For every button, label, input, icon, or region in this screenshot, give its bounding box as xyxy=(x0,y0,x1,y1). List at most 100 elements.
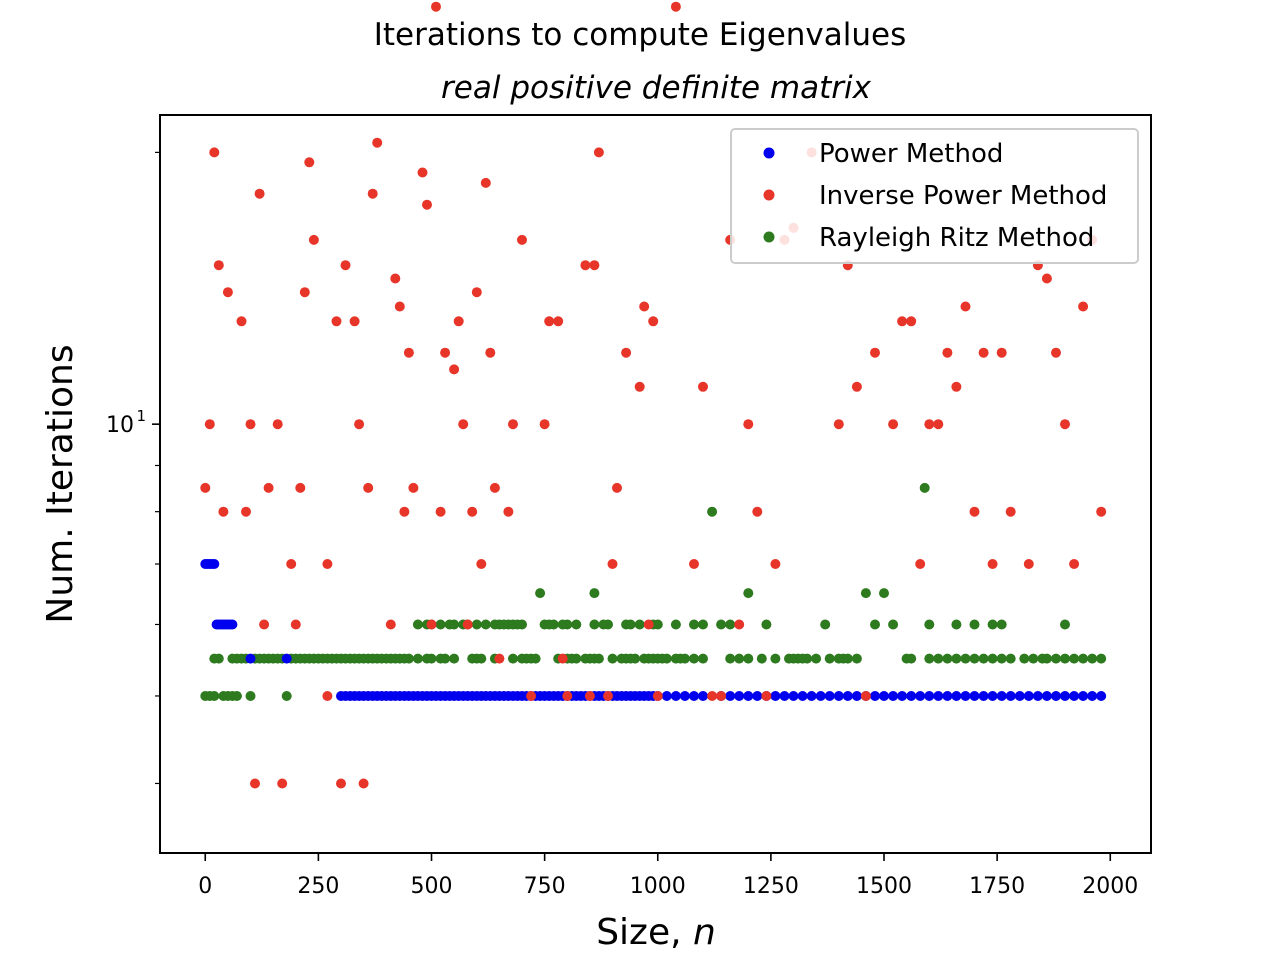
data-point xyxy=(1069,653,1080,664)
data-point xyxy=(833,419,844,430)
data-point xyxy=(725,653,736,664)
data-point xyxy=(770,653,781,664)
data-point xyxy=(589,260,600,271)
data-point xyxy=(1078,653,1089,664)
data-point xyxy=(734,691,745,701)
data-point xyxy=(725,691,736,701)
data-point xyxy=(277,778,288,789)
axis-ticks: 0 250 500 750 1000 1250 1500 1750 2000 10 1 xyxy=(106,151,1138,899)
data-point xyxy=(860,691,871,701)
data-point xyxy=(286,559,297,569)
legend-label-inverse-power-method: Inverse Power Method xyxy=(819,181,1107,211)
data-point xyxy=(363,482,374,493)
data-point xyxy=(802,653,813,664)
data-point xyxy=(494,653,505,664)
data-point xyxy=(1096,691,1107,701)
data-point xyxy=(539,419,550,430)
data-point xyxy=(218,506,229,517)
legend-marker-rayleigh-ritz-method xyxy=(763,231,775,243)
data-point xyxy=(417,167,428,178)
data-point xyxy=(394,301,405,312)
data-point xyxy=(670,619,681,630)
data-point xyxy=(960,653,971,664)
data-point xyxy=(915,559,926,569)
data-point xyxy=(716,691,727,701)
data-point xyxy=(634,619,645,630)
data-point xyxy=(770,691,781,701)
data-point xyxy=(756,653,767,664)
data-point xyxy=(408,482,419,493)
data-point xyxy=(915,691,926,701)
data-point xyxy=(571,619,582,630)
data-point xyxy=(978,347,989,358)
data-point xyxy=(1023,691,1034,701)
data-point xyxy=(996,691,1007,701)
legend-marker-inverse-power-method xyxy=(763,189,775,201)
plot-area-frame xyxy=(159,114,1152,854)
chart-title: Iterations to compute Eigenvalues xyxy=(374,17,907,53)
x-tick-label: 750 xyxy=(524,874,566,899)
data-point xyxy=(725,619,736,630)
data-point xyxy=(870,619,880,630)
data-point xyxy=(571,653,582,664)
data-point xyxy=(987,619,998,630)
data-point xyxy=(670,691,681,701)
data-point xyxy=(788,691,799,701)
data-point xyxy=(1041,691,1052,701)
data-point xyxy=(593,653,604,664)
data-point xyxy=(652,691,663,701)
data-point xyxy=(824,691,835,701)
data-point xyxy=(924,619,935,630)
data-point xyxy=(698,653,708,664)
data-point xyxy=(281,691,292,701)
data-point xyxy=(743,588,754,599)
data-point xyxy=(942,691,953,701)
data-point xyxy=(734,619,745,630)
data-point xyxy=(1041,273,1052,284)
data-point xyxy=(621,347,632,358)
data-point xyxy=(851,691,862,701)
data-point xyxy=(467,506,478,517)
data-point xyxy=(544,316,555,327)
data-point xyxy=(480,619,491,630)
data-point xyxy=(933,419,944,430)
data-point xyxy=(412,653,423,664)
data-point xyxy=(870,691,880,701)
data-point xyxy=(698,691,708,701)
data-point xyxy=(924,653,935,664)
data-point xyxy=(897,691,908,701)
data-point xyxy=(471,287,482,298)
data-point xyxy=(503,506,514,517)
data-point xyxy=(906,653,917,664)
legend-marker-power-method xyxy=(763,147,775,159)
data-point xyxy=(281,653,292,664)
data-point xyxy=(652,619,663,630)
data-point xyxy=(897,316,908,327)
data-point xyxy=(743,691,754,701)
data-point xyxy=(607,653,618,664)
data-point xyxy=(236,316,247,327)
data-point xyxy=(879,691,889,701)
data-point xyxy=(349,316,360,327)
data-point xyxy=(698,619,708,630)
data-point xyxy=(367,188,378,199)
data-point xyxy=(1078,301,1089,312)
data-point xyxy=(453,316,464,327)
data-point xyxy=(589,588,600,599)
data-point xyxy=(851,381,862,392)
data-point xyxy=(593,147,604,158)
data-point xyxy=(679,653,690,664)
data-point xyxy=(485,347,496,358)
data-point xyxy=(200,482,211,493)
data-point xyxy=(1087,691,1098,701)
data-point xyxy=(1087,653,1098,664)
data-point xyxy=(290,619,301,630)
data-point xyxy=(689,691,699,701)
data-point xyxy=(689,619,699,630)
data-point xyxy=(1005,506,1016,517)
data-point xyxy=(422,199,432,210)
x-tick-label: 1500 xyxy=(856,874,912,899)
data-point xyxy=(639,301,650,312)
data-point xyxy=(648,316,659,327)
